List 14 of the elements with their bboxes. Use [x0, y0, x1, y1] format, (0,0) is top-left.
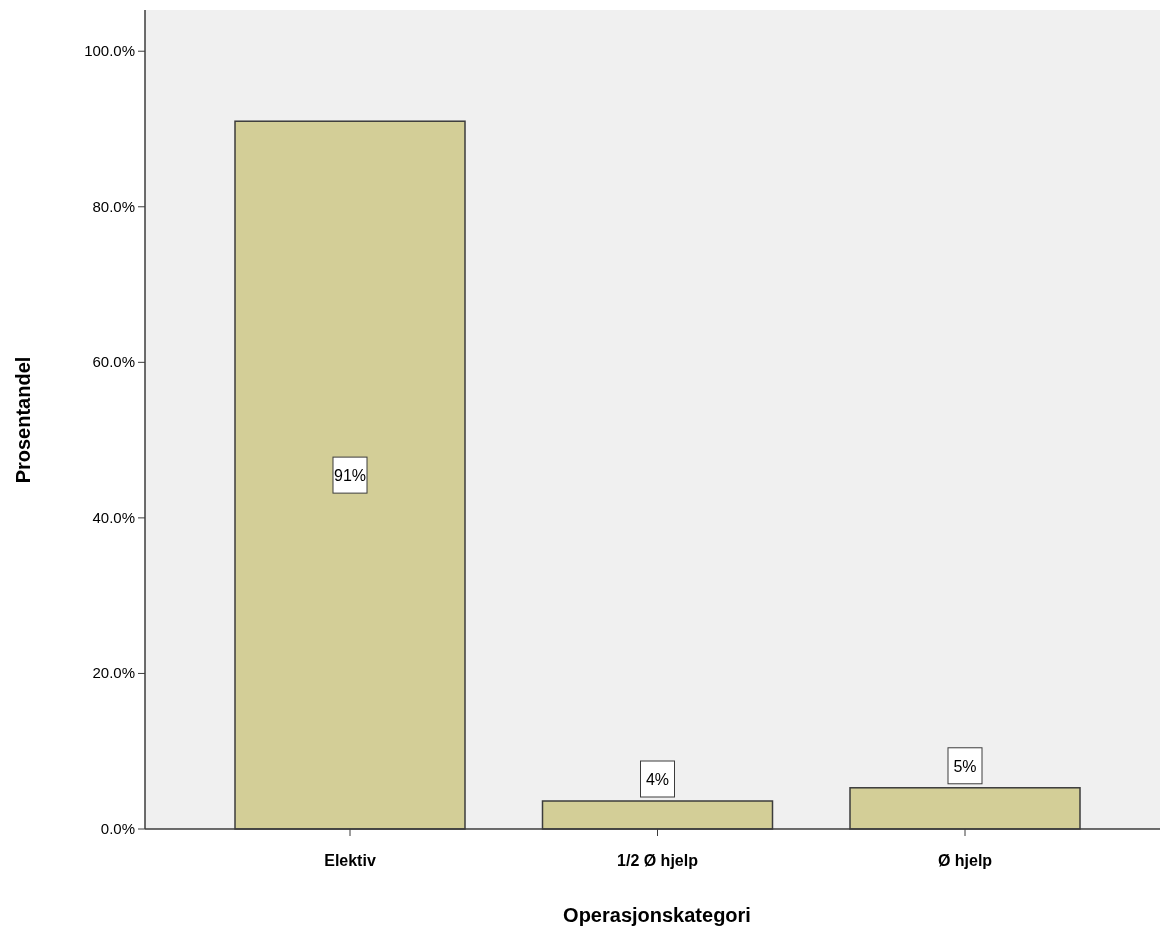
y-tick-label: 0.0%	[100, 820, 135, 837]
y-tick-label: 80.0%	[92, 197, 135, 215]
y-tick-label: 20.0%	[92, 664, 135, 682]
data-label: 5%	[953, 757, 977, 775]
x-tick-label: Elektiv	[324, 852, 376, 869]
data-label: 91%	[333, 467, 367, 485]
x-tick-label: Ø hjelp	[937, 852, 993, 869]
x-axis-title: Operasjonskategori	[563, 904, 751, 926]
y-tick-label: 40.0%	[92, 508, 135, 526]
y-tick-label: 60.0%	[92, 353, 135, 371]
y-tick-label: 100.0%	[84, 42, 135, 60]
y-axis-title: Prosentandel	[12, 356, 34, 484]
x-tick-label: 1/2 Ø hjelp	[617, 852, 699, 869]
data-label: 4%	[645, 771, 670, 788]
